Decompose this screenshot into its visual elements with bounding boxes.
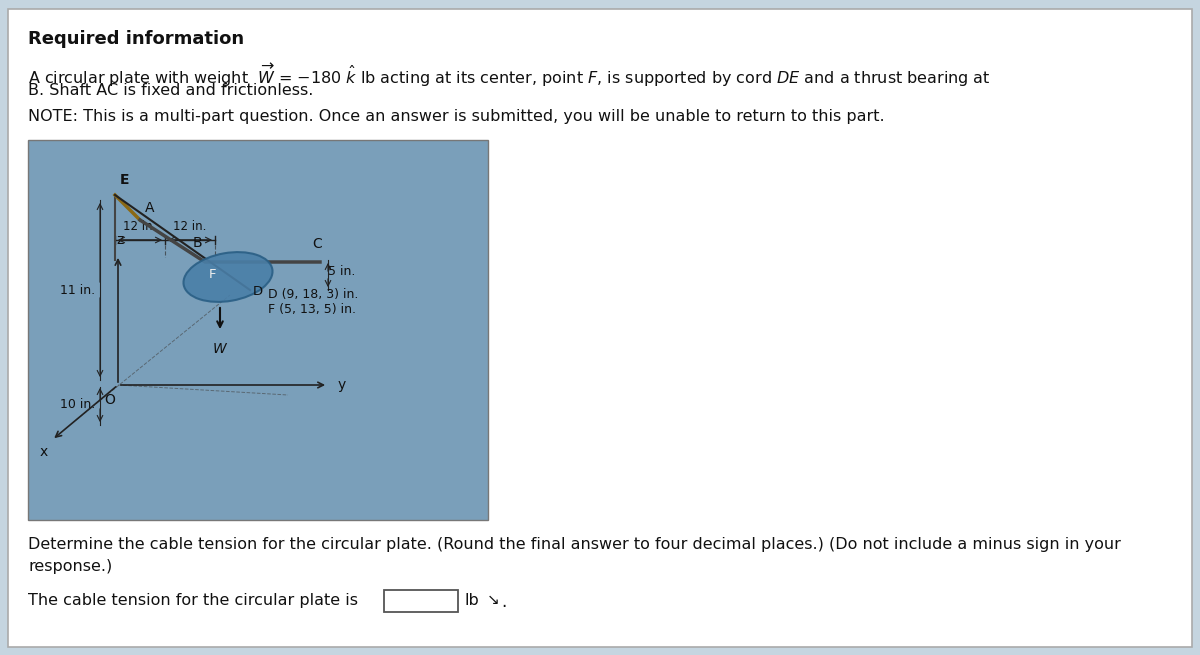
Text: 10 in.: 10 in. xyxy=(60,398,95,411)
Text: z: z xyxy=(116,233,124,247)
Text: 12 in.: 12 in. xyxy=(173,220,206,233)
Text: y: y xyxy=(338,378,347,392)
Text: O: O xyxy=(104,393,115,407)
Text: response.): response.) xyxy=(28,559,113,574)
Text: lb: lb xyxy=(466,593,480,608)
Text: NOTE: This is a multi-part question. Once an answer is submitted, you will be un: NOTE: This is a multi-part question. Onc… xyxy=(28,109,884,124)
Text: E: E xyxy=(120,173,130,187)
Ellipse shape xyxy=(184,252,272,302)
Text: D (9, 18, 3) in.: D (9, 18, 3) in. xyxy=(268,288,359,301)
Text: $\searrow$: $\searrow$ xyxy=(484,592,499,607)
Text: The cable tension for the circular plate is: The cable tension for the circular plate… xyxy=(28,593,358,608)
Text: 5 in.: 5 in. xyxy=(329,265,355,278)
Text: B. Shaft ​AC is fixed and frictionless.: B. Shaft ​AC is fixed and frictionless. xyxy=(28,83,313,98)
Text: B: B xyxy=(192,236,202,250)
Text: D: D xyxy=(253,285,263,298)
Text: Required information: Required information xyxy=(28,30,244,48)
Text: 11 in.: 11 in. xyxy=(60,284,95,297)
Text: .: . xyxy=(502,593,506,611)
Text: W: W xyxy=(214,342,227,356)
Text: C: C xyxy=(312,237,322,251)
Text: x: x xyxy=(40,445,48,459)
Text: A: A xyxy=(145,201,155,215)
FancyBboxPatch shape xyxy=(8,9,1192,647)
Text: 12 in.: 12 in. xyxy=(124,220,157,233)
Text: F: F xyxy=(209,267,217,280)
FancyBboxPatch shape xyxy=(384,590,458,612)
Text: Determine the cable tension for the circular plate. (Round the final answer to f: Determine the cable tension for the circ… xyxy=(28,537,1121,552)
Text: A circular plate with weight  $\overrightarrow{W}$ = $-$180 $\hat{k}$ lb acting : A circular plate with weight $\overright… xyxy=(28,61,991,88)
Text: F (5, 13, 5) in.: F (5, 13, 5) in. xyxy=(268,303,356,316)
FancyBboxPatch shape xyxy=(28,140,488,520)
